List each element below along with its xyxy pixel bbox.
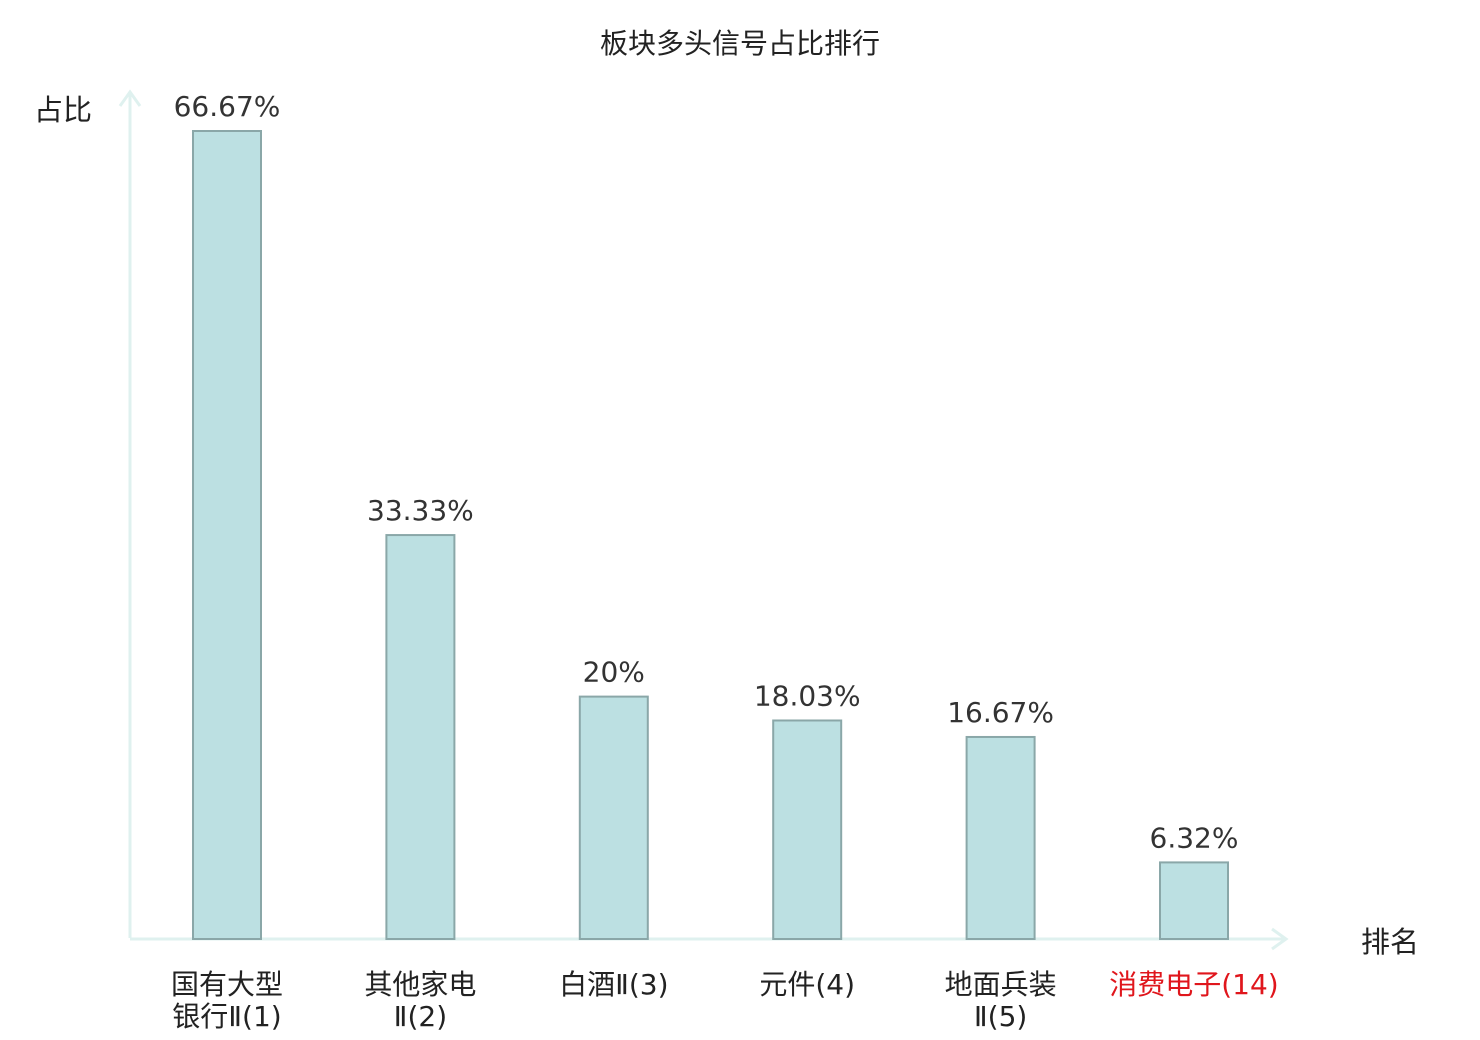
- value-label-4: 18.03%: [754, 679, 861, 712]
- chart-title: 板块多头信号占比排行: [600, 27, 880, 60]
- x-axis-label: 排名: [1361, 925, 1419, 959]
- category-label-4-line-1: 元件(4): [759, 968, 855, 1001]
- value-label-1: 66.67%: [174, 90, 281, 123]
- category-label-2-line-2: Ⅱ(2): [394, 1000, 447, 1033]
- value-label-2: 33.33%: [367, 494, 474, 527]
- category-label-6-line-1: 消费电子(14): [1109, 968, 1278, 1001]
- value-label-3: 20%: [583, 656, 645, 689]
- bars-group: [192, 130, 1229, 941]
- category-label-3-line-1: 白酒Ⅱ(3): [559, 968, 668, 1001]
- value-label-6: 6.32%: [1150, 821, 1239, 854]
- value-labels-group: 66.67% 33.33% 20% 18.03% 16.67% 6.32%: [174, 90, 1239, 854]
- bar-6: [1159, 861, 1229, 941]
- category-label-5-line-1: 地面兵装: [945, 968, 1057, 1001]
- bar-1: [192, 130, 262, 940]
- category-label-1-line-2: 银行Ⅱ(1): [172, 1000, 281, 1033]
- bar-3: [578, 695, 649, 940]
- category-label-5-line-2: Ⅱ(5): [974, 1000, 1027, 1033]
- y-axis-label: 占比: [34, 93, 92, 127]
- bar-4: [772, 719, 843, 940]
- bar-5: [965, 735, 1036, 941]
- category-label-2-line-1: 其他家电: [364, 968, 476, 1001]
- category-label-1-line-1: 国有大型: [171, 968, 283, 1001]
- value-label-5: 16.67%: [947, 696, 1054, 729]
- x-axis-arrow: [1271, 927, 1289, 951]
- y-axis-arrow: [118, 89, 142, 107]
- bar-2: [385, 534, 456, 940]
